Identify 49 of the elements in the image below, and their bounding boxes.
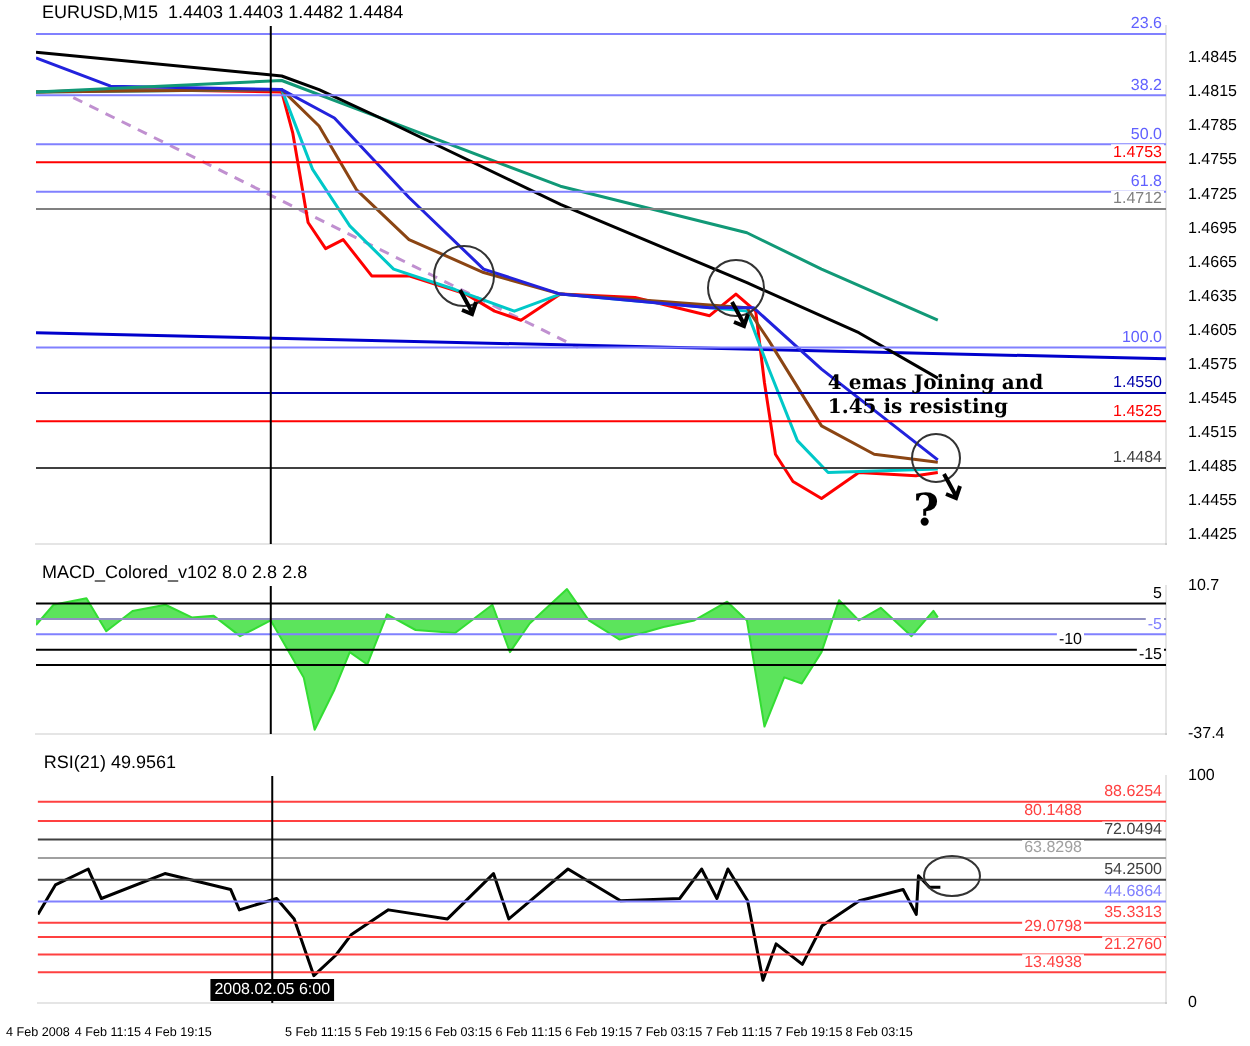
- ref-line-label: 44.6864: [1104, 881, 1164, 900]
- ref-line-label: 1.4525: [1113, 401, 1164, 420]
- y-tick-label: 1.4845: [1188, 48, 1239, 67]
- ref-line-label: 35.3313: [1104, 903, 1164, 922]
- y-tick-label: 1.4485: [1188, 457, 1239, 476]
- y-tick-label: 10.7: [1188, 576, 1221, 595]
- y-tick-label: 1.4605: [1188, 320, 1239, 339]
- y-tick-label: 1.4455: [1188, 491, 1239, 510]
- annotation: 100.0: [1121, 327, 1164, 346]
- ref-line-label: 80.1488: [1024, 801, 1084, 820]
- y-tick-label: 1.4755: [1188, 150, 1239, 169]
- ref-line-label: 21.2760: [1104, 935, 1164, 954]
- ref-line-label: 72.0494: [1104, 819, 1164, 838]
- chart-title: EURUSD,M15 1.4403 1.4403 1.4482 1.4484: [42, 1, 404, 22]
- y-tick-label: 1.4425: [1188, 525, 1239, 544]
- ref-line-label: 5: [1153, 583, 1164, 602]
- ref-line-label: 63.8298: [1024, 838, 1084, 857]
- ref-line-label: 88.6254: [1104, 782, 1164, 801]
- annotation: ?: [913, 485, 939, 538]
- ref-line-label: 1.4712: [1113, 189, 1164, 208]
- y-tick-label: 1.4545: [1188, 389, 1239, 407]
- ref-line-label: 1.4484: [1113, 448, 1164, 467]
- chart-title: MACD_Colored_v102 8.0 2.8 2.8: [42, 561, 308, 582]
- ref-line-label: 54.2500: [1104, 860, 1164, 879]
- y-tick-label: 0: [1188, 993, 1198, 1012]
- annotation: 61.8: [1130, 172, 1164, 191]
- ref-line-label: -15: [1138, 645, 1164, 664]
- ref-line-label: 1.4550: [1113, 373, 1164, 392]
- y-tick-label: 1.4785: [1188, 116, 1239, 135]
- ref-line-label: 1.4753: [1113, 142, 1164, 161]
- ref-line-label: 2008.02.05 6:00: [214, 980, 332, 999]
- chart-title: RSI(21) 49.9561: [43, 751, 176, 772]
- ref-line-label: -5: [1147, 614, 1164, 633]
- annotation: 4 emas Joining and 1.45 is resisting: [827, 373, 1044, 420]
- y-tick-label: 100: [1188, 766, 1216, 785]
- y-tick-label: -37.4: [1188, 724, 1226, 743]
- annotation: 38.2: [1130, 75, 1164, 94]
- annotation: 50.0: [1130, 124, 1164, 143]
- y-tick-label: 1.4815: [1188, 82, 1239, 101]
- y-tick-label: 1.4515: [1188, 423, 1239, 442]
- annotation: 23.6: [1130, 14, 1164, 33]
- y-tick-label: 1.4725: [1188, 184, 1239, 203]
- y-tick-label: 1.4575: [1188, 354, 1239, 373]
- y-tick-label: 1.4695: [1188, 218, 1239, 237]
- ref-line-label: 29.0798: [1024, 917, 1084, 936]
- y-tick-label: 1.4635: [1188, 286, 1239, 305]
- y-tick-label: 1.4665: [1188, 252, 1239, 271]
- ref-line-label: -10: [1058, 630, 1084, 649]
- ref-line-label: 13.4938: [1024, 952, 1084, 971]
